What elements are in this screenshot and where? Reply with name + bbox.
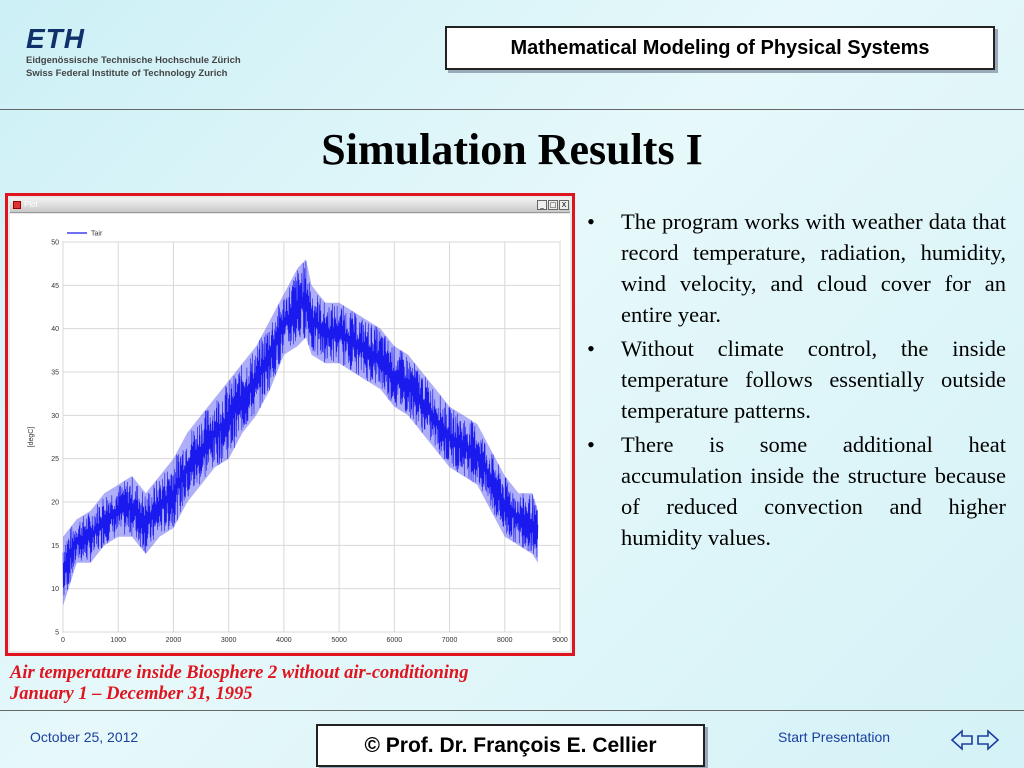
caption-line-2: January 1 – December 31, 1995 — [10, 684, 253, 704]
header-divider — [0, 109, 1024, 110]
series-line-tair — [62, 261, 539, 596]
y-tick-label: 20 — [51, 500, 59, 507]
x-tick-label: 5000 — [331, 637, 347, 644]
bullet-item: • Without climate control, the inside tem… — [584, 333, 1006, 426]
minimize-button[interactable]: _ — [537, 200, 547, 210]
y-tick-label: 25 — [51, 456, 59, 463]
navigation-arrows-icon[interactable] — [950, 728, 1000, 752]
x-tick-label: 2000 — [166, 637, 182, 644]
figure-caption: Air temperature inside Biosphere 2 witho… — [10, 663, 468, 705]
bullet-item: • There is some additional heat accumulat… — [584, 429, 1006, 553]
y-tick-label: 15 — [51, 543, 59, 550]
bullet-item: • The program works with weather data tha… — [584, 206, 1006, 330]
bullet-icon: • — [587, 209, 595, 234]
legend-label-tair: Tair — [91, 231, 103, 238]
page-title: Simulation Results I — [321, 125, 703, 174]
bullet-text: The program works with weather data that… — [621, 209, 1006, 327]
eth-logo-line-2: Swiss Federal Institute of Technology Zu… — [26, 68, 228, 79]
y-tick-label: 5 — [55, 630, 59, 637]
x-tick-label: 0 — [61, 637, 65, 644]
y-tick-label: 10 — [51, 586, 59, 593]
caption-line-1: Air temperature inside Biosphere 2 witho… — [10, 663, 469, 683]
y-tick-label: 30 — [51, 413, 59, 420]
y-axis-label: [degC] — [28, 427, 35, 448]
x-tick-label: 3000 — [221, 637, 237, 644]
plot-window-titlebar[interactable]: Plot _ □ X — [10, 198, 570, 213]
x-tick-label: 8000 — [497, 637, 513, 644]
close-button[interactable]: X — [559, 200, 569, 210]
footer-divider — [0, 710, 1024, 711]
x-tick-label: 4000 — [276, 637, 292, 644]
x-tick-label: 1000 — [110, 637, 126, 644]
y-tick-label: 50 — [51, 240, 59, 247]
x-tick-label: 9000 — [552, 637, 568, 644]
plot-area: 0 1000 2000 3000 4000 5000 6000 7000 8000 9000 5 10… — [10, 214, 570, 651]
bullet-text: There is some additional heat accumulati… — [621, 432, 1006, 550]
y-tick-label: 35 — [51, 370, 59, 377]
course-title: Mathematical Modeling of Physical System… — [445, 26, 995, 70]
plot-frame: Plot _ □ X 0 1000 2000 3000 4000 5000 6000 7000… — [5, 193, 575, 656]
x-tick-label: 7000 — [442, 637, 458, 644]
bullet-icon: • — [587, 432, 595, 457]
x-tick-label: 6000 — [387, 637, 403, 644]
forward-arrow-icon[interactable] — [977, 729, 1000, 751]
start-presentation-link[interactable]: Start Presentation — [778, 729, 891, 745]
maximize-button[interactable]: □ — [548, 200, 558, 210]
eth-logo: ETH Eidgenössische Technische Hochschule… — [26, 24, 241, 80]
footer-date: October 25, 2012 — [30, 729, 139, 745]
eth-logo-line-1: Eidgenössische Technische Hochschule Zür… — [26, 55, 241, 66]
back-arrow-icon[interactable] — [950, 729, 973, 751]
eth-logo-mark: ETH — [26, 23, 85, 54]
footer-author: © Prof. Dr. François E. Cellier — [316, 724, 705, 767]
y-tick-label: 45 — [51, 283, 59, 290]
plot-window-icon — [13, 201, 21, 209]
bullet-list: • The program works with weather data tha… — [584, 206, 1006, 556]
y-tick-label: 40 — [51, 326, 59, 333]
bullet-icon: • — [587, 336, 595, 361]
plot-background — [62, 241, 561, 633]
temperature-chart: 0 1000 2000 3000 4000 5000 6000 7000 8000 9000 5 10… — [28, 231, 568, 645]
plot-window-title: Plot — [24, 200, 38, 209]
bullet-text: Without climate control, the inside temp… — [621, 336, 1006, 423]
